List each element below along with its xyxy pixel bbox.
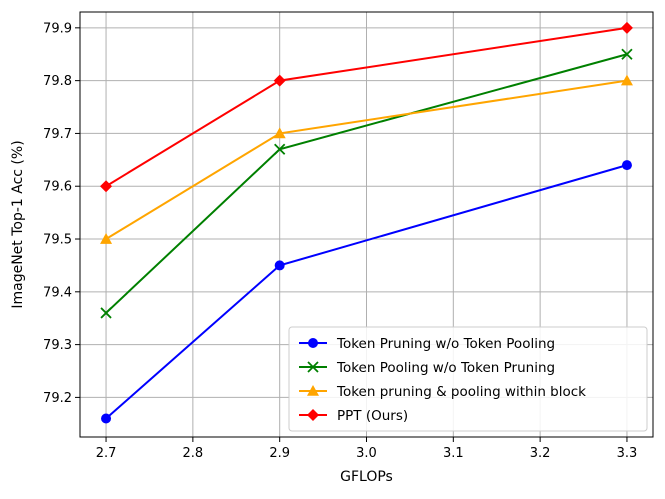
x-tick-label: 3.0 [356,446,377,461]
legend-label: Token Pruning w/o Token Pooling [336,336,555,352]
data-point [100,233,113,244]
legend-marker [307,409,319,421]
data-point [100,307,112,319]
legend-label: Token pruning & pooling within block [336,384,586,400]
legend-marker [307,361,319,373]
legend-box [288,326,648,432]
x-tick-label: 3.3 [617,446,638,461]
y-ticks: 79.2 79.3 79.4 79.5 79.6 79.7 79.8 79.9 [43,21,80,406]
y-tick-label: 79.4 [43,285,72,300]
legend-entry: Token Pooling w/o Token Pruning [299,360,555,376]
legend-entry: Token Pruning w/o Token Pooling [299,336,555,352]
y-tick-label: 79.2 [43,391,72,406]
series-3 [100,74,633,244]
x-tick-label: 2.8 [183,446,204,461]
data-point [273,127,286,139]
y-tick-label: 79.6 [43,180,72,195]
data-point [274,143,286,155]
y-tick-label: 79.8 [43,74,72,89]
legend-entry: PPT (Ours) [299,408,408,424]
data-point [621,160,632,171]
legend-label: Token Pooling w/o Token Pruning [336,360,555,376]
series-group [100,21,633,424]
x-ticks: 2.7 2.8 2.9 3.0 3.1 3.2 3.3 [96,437,638,461]
x-tick-label: 2.7 [96,446,117,461]
y-tick-label: 79.7 [43,127,72,142]
y-axis-label: ImageNet Top-1 Acc (%) [10,140,26,308]
x-tick-label: 3.1 [443,446,464,461]
data-point [101,413,112,424]
data-point [274,260,285,271]
grid-lines [80,12,653,437]
legend-marker [307,385,319,396]
x-tick-label: 3.2 [530,446,551,461]
data-point [620,74,633,86]
legend-marker [308,338,318,348]
y-tick-label: 79.3 [43,338,72,353]
legend-label: PPT (Ours) [337,408,408,424]
y-tick-label: 79.9 [43,21,72,36]
legend: Token Pruning w/o Token Pooling Token Poo… [288,326,648,432]
legend-entry: Token pruning & pooling within block [299,384,586,400]
series-4 [100,21,633,193]
x-tick-label: 2.9 [269,446,290,461]
data-point [621,48,633,60]
data-point [620,21,633,34]
series-2 [100,48,633,319]
x-axis-label: GFLOPs [340,469,393,485]
series-1 [101,160,632,424]
data-point [100,180,113,193]
y-tick-label: 79.5 [43,233,72,248]
data-point [273,74,286,87]
